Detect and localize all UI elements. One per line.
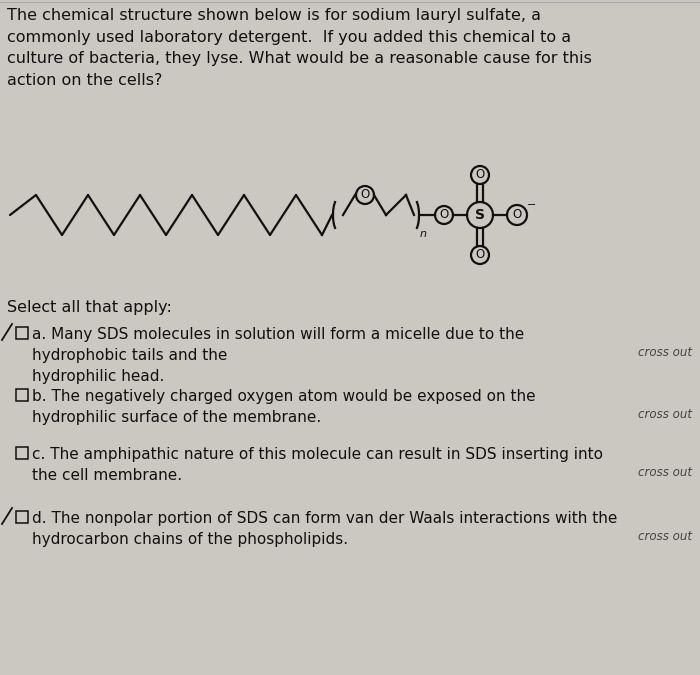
- Text: O: O: [440, 209, 449, 221]
- Text: cross out: cross out: [638, 466, 692, 479]
- Text: O: O: [360, 188, 370, 202]
- Text: cross out: cross out: [638, 530, 692, 543]
- Text: cross out: cross out: [638, 408, 692, 421]
- Text: S: S: [475, 208, 485, 222]
- Text: cross out: cross out: [638, 346, 692, 359]
- Text: O: O: [475, 248, 484, 261]
- Text: n: n: [420, 229, 427, 239]
- Text: d. The nonpolar portion of SDS can form van der Waals interactions with the
hydr: d. The nonpolar portion of SDS can form …: [32, 511, 617, 547]
- Text: The chemical structure shown below is for sodium lauryl sulfate, a
commonly used: The chemical structure shown below is fo…: [7, 8, 592, 88]
- Text: b. The negatively charged oxygen atom would be exposed on the
hydrophilic surfac: b. The negatively charged oxygen atom wo…: [32, 389, 536, 425]
- Text: Select all that apply:: Select all that apply:: [7, 300, 172, 315]
- Text: O: O: [475, 169, 484, 182]
- Text: a. Many SDS molecules in solution will form a micelle due to the
hydrophobic tai: a. Many SDS molecules in solution will f…: [32, 327, 524, 384]
- Text: c. The amphipathic nature of this molecule can result in SDS inserting into
the : c. The amphipathic nature of this molecu…: [32, 447, 603, 483]
- Text: O: O: [512, 209, 522, 221]
- Text: −: −: [527, 200, 536, 210]
